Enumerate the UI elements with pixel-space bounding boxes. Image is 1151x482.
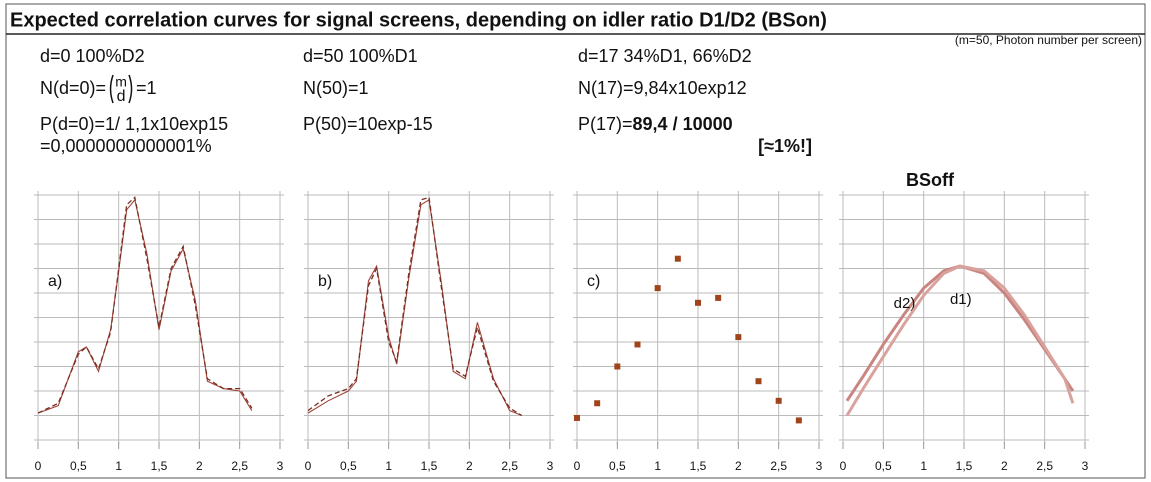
x-tick-label: 2,5 <box>501 459 518 473</box>
point <box>574 414 580 421</box>
x-tick-label: 3 <box>277 459 284 473</box>
annotation: P(d=0)=1/ 1,1x10exp15 <box>40 114 228 134</box>
point <box>695 299 701 306</box>
x-tick-label: 2 <box>466 459 473 473</box>
point <box>735 334 742 341</box>
annotation: =1 <box>136 78 157 98</box>
curve <box>37 196 253 414</box>
point <box>594 400 601 407</box>
x-tick-label: 3 <box>547 459 554 473</box>
x-tick-label: 0,5 <box>609 459 626 473</box>
annotation: d=50 100%D1 <box>303 46 418 66</box>
annotation: N(d=0)= <box>40 78 106 98</box>
figure-title: Expected correlation curves for signal s… <box>10 9 827 31</box>
x-tick-label: 0,5 <box>875 459 892 473</box>
x-tick-label: 3 <box>816 459 823 473</box>
curve <box>845 264 1075 417</box>
annotation: =0,0000000000001% <box>40 136 212 156</box>
point <box>755 378 762 385</box>
subtitle: (m=50, Photon number per screen) <box>955 33 1142 47</box>
annotation: [≈1%!] <box>758 136 812 156</box>
panel-label: a) <box>48 273 62 290</box>
annotation: P(50)=10exp-15 <box>303 114 433 134</box>
paren <box>109 74 114 104</box>
curve-label: d2) <box>894 295 916 312</box>
annotation: P(17)= <box>578 114 633 134</box>
x-tick-label: 1 <box>654 459 661 473</box>
x-tick-label: 1 <box>385 459 392 473</box>
x-tick-label: 1,5 <box>421 459 438 473</box>
x-tick-label: 1 <box>920 459 927 473</box>
curve-label: d1) <box>950 291 972 308</box>
x-tick-label: 0 <box>305 459 312 473</box>
curve <box>307 196 523 417</box>
x-tick-label: 1,5 <box>690 459 707 473</box>
x-tick-label: 1,5 <box>956 459 973 473</box>
x-tick-label: 2 <box>735 459 742 473</box>
point <box>654 285 661 292</box>
panel-title: BSoff <box>906 170 955 190</box>
curve <box>307 199 523 417</box>
annotation: d=17 34%D1, 66%D2 <box>578 46 752 66</box>
x-tick-label: 1 <box>115 459 122 473</box>
x-tick-label: 0 <box>35 459 42 473</box>
point <box>715 294 722 301</box>
point <box>795 417 802 424</box>
annotation: N(50)=1 <box>303 78 369 98</box>
x-tick-label: 0 <box>574 459 581 473</box>
x-tick-label: 2 <box>196 459 203 473</box>
binom-top: m <box>115 74 127 90</box>
paren <box>128 74 133 104</box>
x-tick-label: 3 <box>1082 459 1089 473</box>
x-tick-label: 2,5 <box>1036 459 1053 473</box>
panel-label: c) <box>587 273 600 290</box>
x-tick-label: 2 <box>1001 459 1008 473</box>
x-tick-label: 0,5 <box>340 459 357 473</box>
annotation: d=0 100%D2 <box>40 46 145 66</box>
x-tick-label: 2,5 <box>770 459 787 473</box>
x-tick-label: 1,5 <box>151 459 168 473</box>
x-tick-label: 2,5 <box>231 459 248 473</box>
point <box>674 255 681 262</box>
annotation: N(17)=9,84x10exp12 <box>578 78 747 98</box>
annotation: 89,4 / 10000 <box>633 114 733 134</box>
x-tick-label: 0,5 <box>70 459 87 473</box>
point <box>775 397 782 404</box>
binom-bottom: d <box>117 88 126 105</box>
x-tick-label: 0 <box>840 459 847 473</box>
panel-label: b) <box>318 273 332 290</box>
point <box>634 341 641 348</box>
point <box>614 363 621 370</box>
frame <box>5 3 1146 479</box>
